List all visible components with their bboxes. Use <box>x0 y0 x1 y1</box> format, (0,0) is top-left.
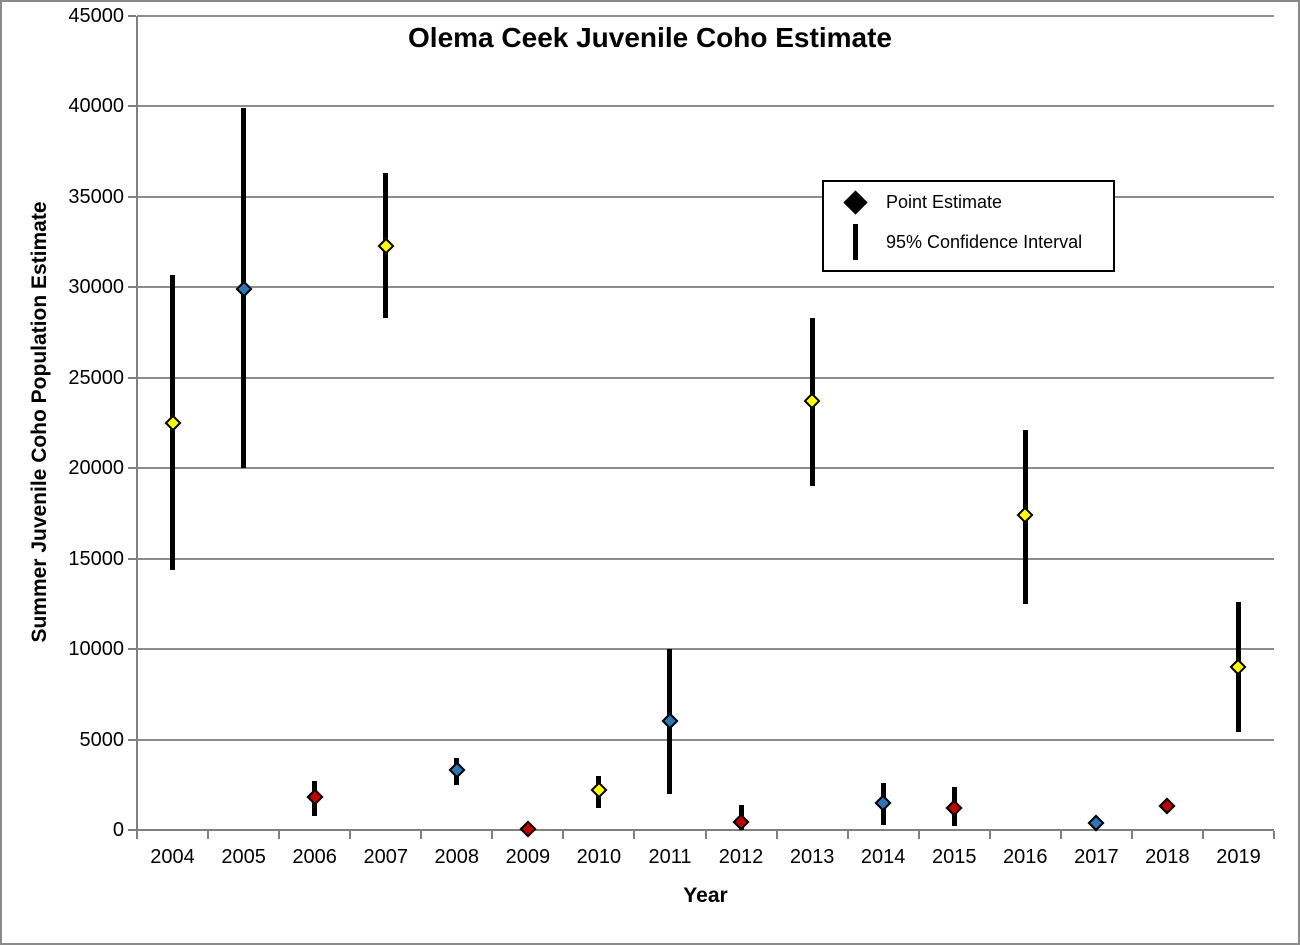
y-tick-20000 <box>128 467 136 470</box>
x-tick-10 <box>846 831 849 839</box>
x-tick-14 <box>1130 831 1133 839</box>
y-tick-label-40000: 40000 <box>68 95 124 118</box>
gridline-35000 <box>137 195 1274 198</box>
data-point-2014 <box>874 794 892 812</box>
data-point-2013 <box>803 392 821 410</box>
x-tick-9 <box>775 831 778 839</box>
data-point-2019 <box>1229 658 1247 676</box>
x-tick-15 <box>1201 831 1204 839</box>
x-axis-line <box>137 829 1274 831</box>
y-axis-title: Summer Juvenile Coho Population Estimate <box>28 201 51 643</box>
y-tick-label-25000: 25000 <box>68 366 124 389</box>
y-tick-label-15000: 15000 <box>68 547 124 570</box>
y-tick-15000 <box>128 557 136 560</box>
data-point-2009 <box>519 820 537 838</box>
x-tick-label-2018: 2018 <box>1145 846 1190 868</box>
y-tick-35000 <box>128 195 136 198</box>
x-tick-2 <box>278 831 281 839</box>
confidence-interval-line-icon <box>852 224 858 261</box>
x-tick-label-2012: 2012 <box>718 846 764 868</box>
x-tick-label-2017: 2017 <box>1074 846 1119 868</box>
data-point-2005 <box>235 280 253 298</box>
x-tick-13 <box>1059 831 1062 839</box>
x-tick-label-2015: 2015 <box>931 846 977 868</box>
data-point-2006 <box>306 788 324 806</box>
gridline-40000 <box>137 105 1274 108</box>
x-axis-title: Year <box>683 884 728 907</box>
chart-title: Olema Ceek Juvenile Coho Estimate <box>408 22 892 53</box>
data-point-2018 <box>1158 797 1176 815</box>
y-axis-line <box>136 16 138 839</box>
y-tick-label-20000: 20000 <box>68 457 124 480</box>
y-tick-45000 <box>128 15 136 17</box>
x-tick-5 <box>491 831 494 839</box>
x-tick-label-2010: 2010 <box>576 846 622 868</box>
x-tick-label-2007: 2007 <box>363 846 408 868</box>
gridline-20000 <box>137 467 1274 470</box>
y-tick-label-45000: 45000 <box>68 5 124 27</box>
x-tick-label-2009: 2009 <box>505 846 551 868</box>
y-tick-label-10000: 10000 <box>68 638 124 661</box>
y-tick-25000 <box>128 376 136 379</box>
data-point-2007 <box>377 237 395 255</box>
data-point-2010 <box>590 781 608 799</box>
x-tick-6 <box>562 831 565 839</box>
x-tick-label-2014: 2014 <box>860 846 906 868</box>
y-tick-10000 <box>128 648 136 651</box>
gridline-30000 <box>137 286 1274 289</box>
x-tick-label-2016: 2016 <box>1003 846 1048 868</box>
gridline-15000 <box>137 557 1274 560</box>
data-point-2004 <box>164 414 182 432</box>
x-tick-label-2019: 2019 <box>1216 846 1261 868</box>
legend-item-point-estimate: Point Estimate <box>824 190 1113 215</box>
data-point-2016 <box>1016 506 1034 524</box>
y-tick-label-5000: 5000 <box>79 728 125 751</box>
y-tick-label-30000: 30000 <box>68 276 124 299</box>
point-estimate-diamond-icon <box>842 190 868 215</box>
y-tick-40000 <box>128 105 136 108</box>
x-tick-16 <box>1273 831 1275 839</box>
x-tick-11 <box>917 831 920 839</box>
x-tick-12 <box>988 831 991 839</box>
legend: Point Estimate 95% Confidence Interval <box>822 180 1115 272</box>
gridline-25000 <box>137 376 1274 379</box>
x-tick-3 <box>349 831 352 839</box>
x-tick-7 <box>633 831 636 839</box>
x-tick-4 <box>420 831 423 839</box>
gridline-45000 <box>137 15 1274 17</box>
y-tick-5000 <box>128 738 136 741</box>
x-tick-label-2006: 2006 <box>292 846 337 868</box>
y-tick-0 <box>128 829 136 831</box>
x-tick-0 <box>136 831 138 839</box>
x-tick-label-2004: 2004 <box>150 846 195 868</box>
legend-item-confidence-interval: 95% Confidence Interval <box>824 224 1113 261</box>
data-point-2008 <box>448 761 466 779</box>
gridline-5000 <box>137 738 1274 741</box>
x-tick-8 <box>704 831 707 839</box>
data-point-2011 <box>661 712 679 730</box>
x-tick-label-2013: 2013 <box>789 846 835 868</box>
legend-label-point-estimate: Point Estimate <box>886 191 1003 212</box>
legend-label-confidence-interval: 95% Confidence Interval <box>886 231 1083 252</box>
gridline-10000 <box>137 648 1274 651</box>
data-point-2015 <box>945 799 963 817</box>
x-tick-label-2005: 2005 <box>221 846 266 868</box>
x-tick-label-2011: 2011 <box>648 846 692 868</box>
x-tick-1 <box>207 831 210 839</box>
y-tick-label-0: 0 <box>112 819 124 841</box>
data-point-2012 <box>732 813 750 831</box>
y-tick-label-35000: 35000 <box>68 185 124 208</box>
y-tick-30000 <box>128 286 136 289</box>
x-tick-label-2008: 2008 <box>434 846 480 868</box>
